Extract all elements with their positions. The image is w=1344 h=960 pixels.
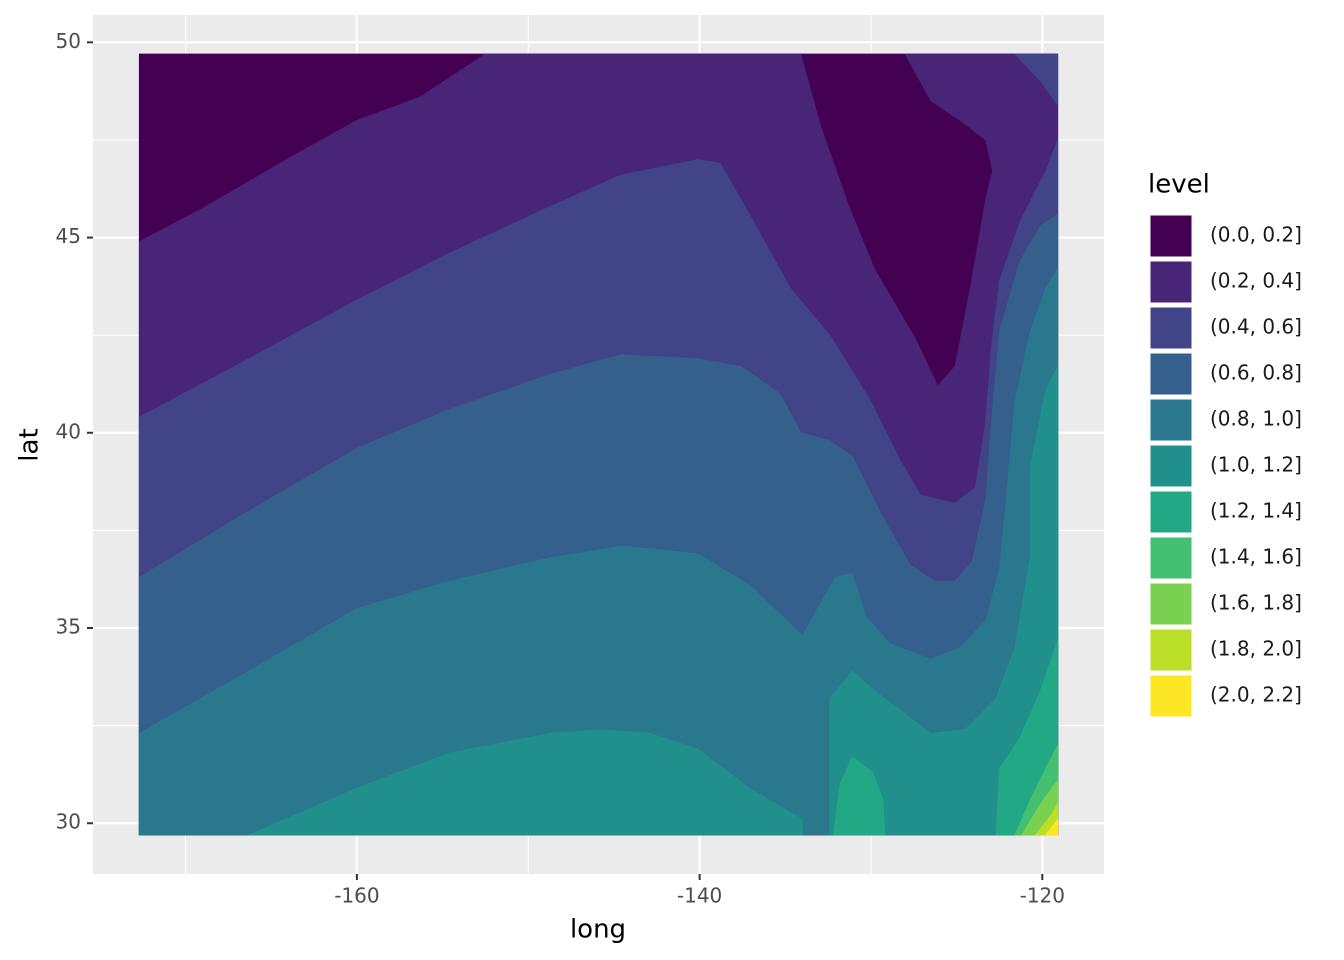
y-tick-label: 45 bbox=[56, 224, 81, 248]
x-axis-title: long bbox=[570, 915, 626, 945]
contour-band bbox=[248, 729, 803, 836]
contour-band bbox=[1013, 53, 1059, 107]
legend-swatch bbox=[1149, 214, 1193, 258]
legend-label: (1.0, 1.2] bbox=[1210, 453, 1302, 477]
legend-swatch bbox=[1149, 490, 1193, 534]
legend-label: (1.8, 2.0] bbox=[1210, 637, 1302, 661]
x-tick-label: -140 bbox=[677, 884, 722, 908]
axes: -160 -140 -120 30 35 40 45 50 bbox=[56, 29, 1065, 908]
legend-swatch bbox=[1149, 674, 1193, 718]
legend-title: level bbox=[1148, 170, 1210, 200]
legend-label: (0.6, 0.8] bbox=[1210, 361, 1302, 385]
legend-swatch bbox=[1149, 398, 1193, 442]
y-tick-label: 50 bbox=[56, 29, 81, 53]
contour-band bbox=[1044, 818, 1059, 836]
y-tick-label: 35 bbox=[56, 615, 81, 639]
legend-swatch bbox=[1149, 536, 1193, 580]
contour-band bbox=[138, 267, 1059, 836]
y-tick-label: 30 bbox=[56, 810, 81, 834]
legend-label: (1.2, 1.4] bbox=[1210, 499, 1302, 523]
legend-swatch bbox=[1149, 444, 1193, 488]
x-tick-label: -120 bbox=[1020, 884, 1065, 908]
legend-label: (0.0, 0.2] bbox=[1210, 223, 1302, 247]
contour-band bbox=[829, 366, 1059, 836]
contour-band bbox=[832, 756, 886, 836]
y-axis-title: lat bbox=[15, 428, 45, 461]
legend-swatch bbox=[1149, 582, 1193, 626]
legend-swatch bbox=[1149, 306, 1193, 350]
legend-label: (0.2, 0.4] bbox=[1210, 269, 1302, 293]
contours bbox=[138, 53, 1059, 836]
legend-label: (1.4, 1.6] bbox=[1210, 545, 1302, 569]
x-tick-label: -160 bbox=[334, 884, 379, 908]
y-tick-label: 40 bbox=[56, 419, 81, 443]
legend-swatch bbox=[1149, 260, 1193, 304]
legend: level (0.0, 0.2] (0.2, 0.4] (0.4, 0.6] (0.6… bbox=[1148, 170, 1302, 718]
legend-label: (2.0, 2.2] bbox=[1210, 683, 1302, 707]
legend-label: (0.8, 1.0] bbox=[1210, 407, 1302, 431]
legend-swatch bbox=[1149, 352, 1193, 396]
legend-label: (0.4, 0.6] bbox=[1210, 315, 1302, 339]
legend-swatch bbox=[1149, 628, 1193, 672]
legend-label: (1.6, 1.8] bbox=[1210, 591, 1302, 615]
